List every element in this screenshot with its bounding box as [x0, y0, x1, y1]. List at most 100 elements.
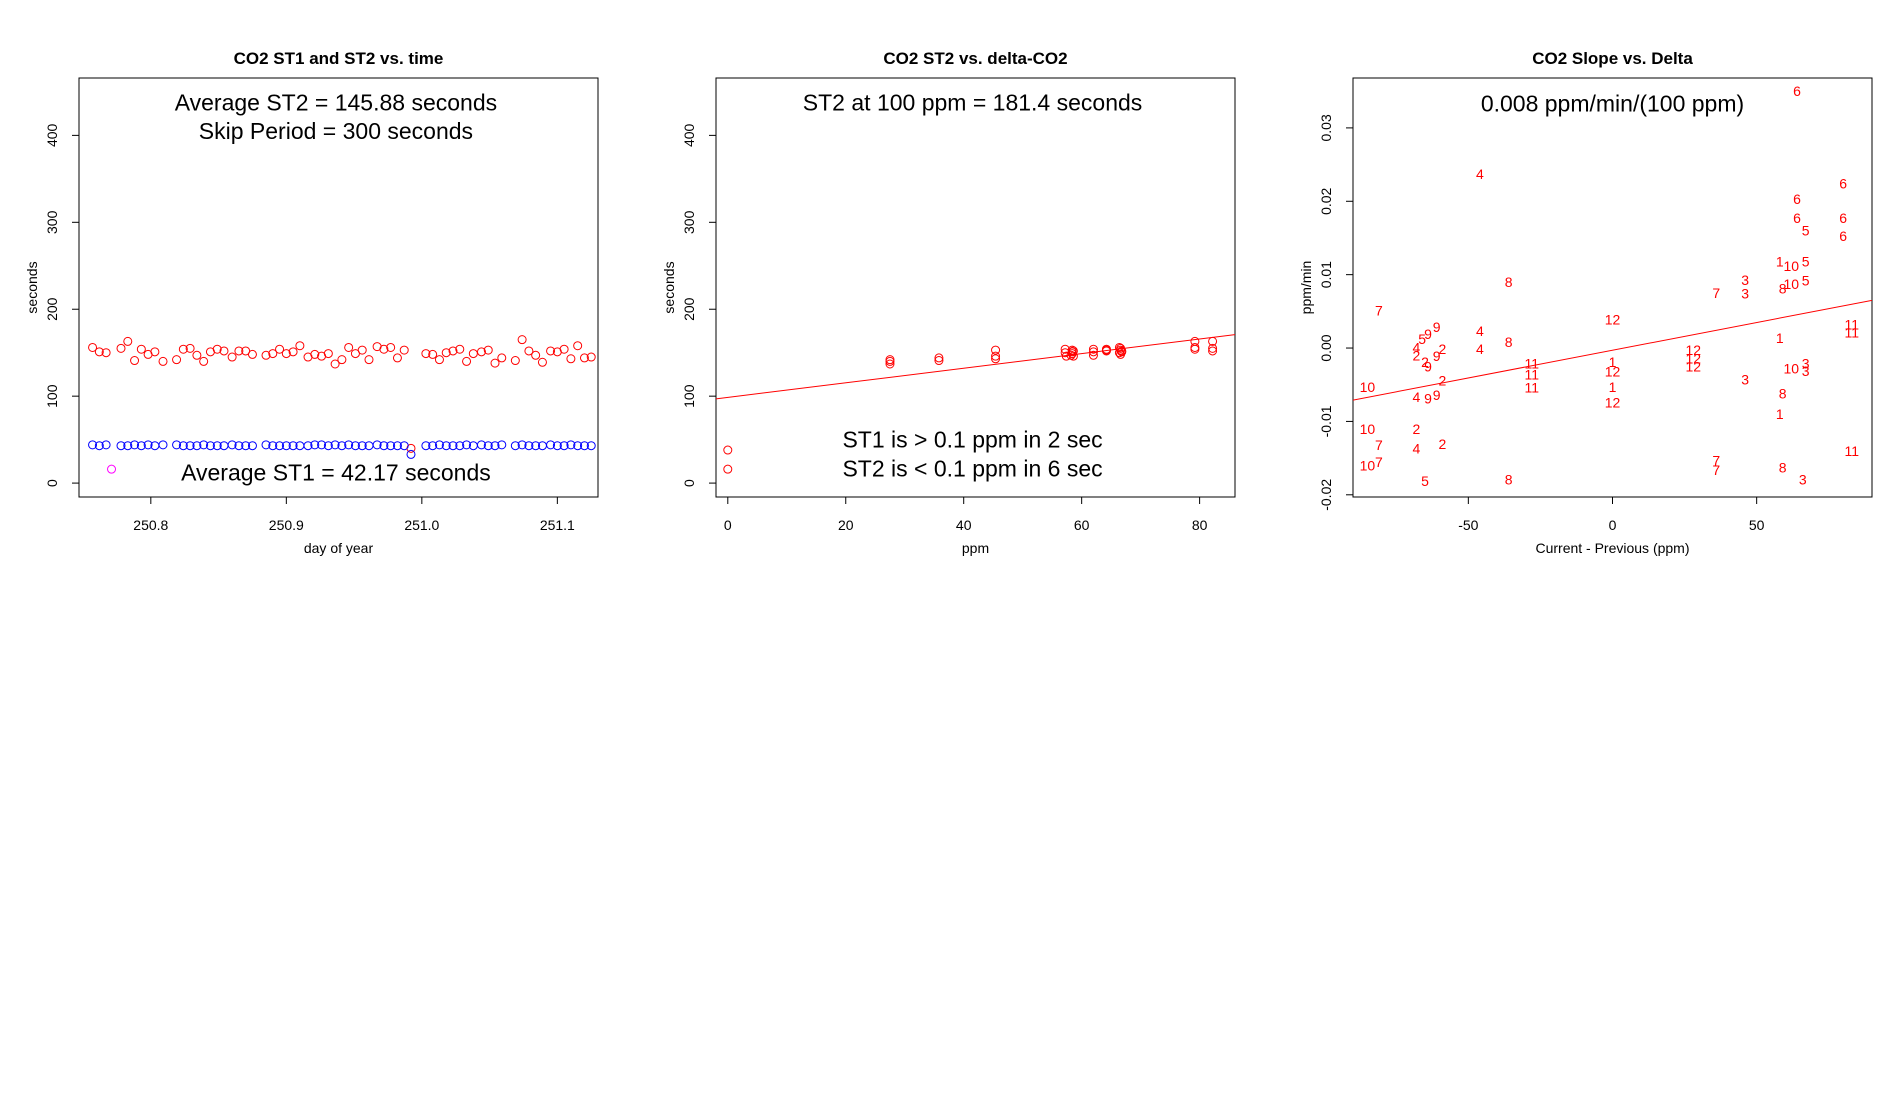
data-point — [476, 347, 486, 357]
point-label: 3 — [1741, 372, 1749, 388]
data-point — [524, 346, 534, 356]
point-label: 1 — [1609, 354, 1617, 370]
point-label: 6 — [1793, 210, 1801, 226]
data-point — [1067, 347, 1077, 357]
data-point — [490, 358, 500, 368]
data-point — [199, 440, 209, 450]
data-point — [476, 440, 486, 450]
data-point — [434, 440, 444, 450]
point-label: 6 — [1793, 83, 1801, 99]
point-label: 5 — [1421, 473, 1429, 489]
annotation-text: ST2 is < 0.1 ppm in 6 sec — [842, 455, 1102, 481]
data-point — [116, 441, 126, 451]
data-point — [192, 441, 202, 451]
point-label: 11 — [1845, 443, 1860, 459]
point-label: 9 — [1433, 387, 1441, 403]
data-point — [1208, 336, 1218, 346]
y-tick-label: 0.02 — [1318, 187, 1334, 214]
data-point — [281, 441, 291, 451]
data-layer — [88, 335, 596, 474]
point-label: 12 — [1605, 311, 1621, 327]
data-point — [1190, 342, 1200, 352]
data-point — [441, 348, 451, 358]
point-label: 8 — [1779, 460, 1787, 476]
point-label: 1 — [1609, 379, 1617, 395]
x-axis-label: day of year — [304, 540, 374, 556]
data-point — [517, 440, 527, 450]
data-point — [468, 349, 478, 359]
data-point — [150, 347, 160, 357]
data-point — [310, 349, 320, 359]
data-layer — [716, 334, 1235, 474]
data-point — [1208, 346, 1218, 356]
point-label: 12 — [1685, 358, 1701, 374]
data-point — [199, 356, 209, 366]
point-label: 8 — [1505, 471, 1513, 487]
data-point — [559, 344, 569, 354]
data-point — [357, 441, 367, 451]
data-point — [247, 441, 257, 451]
point-label: 9 — [1433, 348, 1441, 364]
point-label: 8 — [1779, 281, 1787, 297]
data-point — [123, 441, 133, 451]
y-tick-label: 0.00 — [1318, 334, 1334, 361]
point-label: 2 — [1438, 341, 1446, 357]
point-label: 12 — [1605, 364, 1621, 380]
data-point — [212, 441, 222, 451]
regression-line — [716, 334, 1235, 400]
point-label: 6 — [1839, 210, 1847, 226]
point-label: 1 — [1776, 253, 1784, 269]
data-point — [434, 355, 444, 365]
point-label: 10 — [1360, 457, 1376, 473]
annotation-text: ST2 at 100 ppm = 181.4 seconds — [803, 89, 1142, 115]
y-tick-label: 100 — [681, 384, 697, 408]
data-point — [275, 441, 285, 451]
data-point — [268, 441, 278, 451]
point-label: 11 — [1845, 317, 1860, 333]
data-point — [192, 350, 202, 360]
data-point — [212, 344, 222, 354]
data-point — [497, 353, 507, 363]
point-label: 3 — [1741, 272, 1749, 288]
point-label: 12 — [1605, 394, 1621, 410]
point-label: 2 — [1413, 347, 1421, 363]
data-point — [1088, 344, 1098, 354]
x-axis-label: ppm — [962, 540, 989, 556]
data-point — [392, 441, 402, 451]
data-point — [268, 349, 278, 359]
data-point — [379, 441, 389, 451]
data-point — [517, 335, 527, 345]
data-point — [448, 346, 458, 356]
point-label: 6 — [1793, 191, 1801, 207]
x-tick-label: 0 — [1609, 517, 1617, 533]
data-point — [1068, 351, 1078, 361]
data-point — [885, 356, 895, 366]
data-point — [455, 441, 465, 451]
data-point — [357, 345, 367, 355]
data-point — [386, 441, 396, 451]
data-point — [130, 356, 140, 366]
data-point — [158, 356, 168, 366]
x-tick-label: 0 — [724, 517, 732, 533]
point-label: 8 — [1505, 274, 1513, 290]
data-point — [310, 440, 320, 450]
point-label: 7 — [1375, 303, 1383, 319]
annotation-text: Skip Period = 300 seconds — [199, 118, 473, 144]
point-label: 10 — [1360, 379, 1376, 395]
point-label: 10 — [1783, 258, 1799, 274]
data-point — [364, 355, 374, 365]
point-label: 7 — [1712, 452, 1720, 468]
data-point — [1101, 344, 1111, 354]
point-label: 6 — [1839, 176, 1847, 192]
data-point — [234, 441, 244, 451]
point-label: 12 — [1685, 350, 1701, 366]
point-label: 5 — [1802, 223, 1810, 239]
x-tick-label: 250.9 — [269, 517, 304, 533]
data-point — [441, 441, 451, 451]
data-point — [261, 440, 271, 450]
x-tick-label: 251.0 — [404, 517, 439, 533]
point-label: 4 — [1413, 389, 1421, 405]
data-point — [531, 441, 541, 451]
x-tick-label: 20 — [838, 517, 854, 533]
